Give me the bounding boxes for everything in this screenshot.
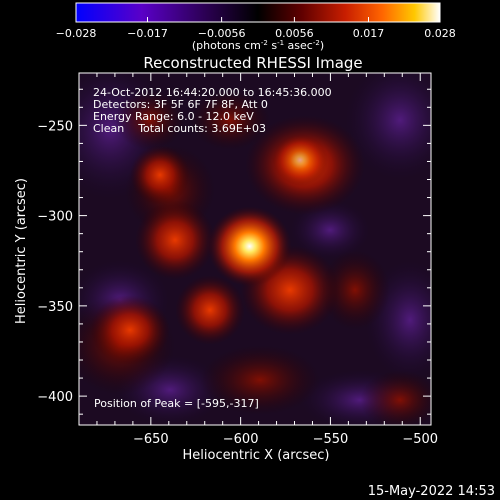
y-tick-label: −250: [37, 119, 73, 134]
observation-info: 24-Oct-2012 16:44:20.000 to 16:45:36.000…: [93, 86, 332, 135]
peak-position-label: Position of Peak = [-595,-317]: [94, 397, 259, 410]
colorbar-tick-label: −0.017: [127, 27, 168, 40]
info-line-counts: Clean Total counts: 3.69E+03: [93, 122, 266, 135]
info-line-time: 24-Oct-2012 16:44:20.000 to 16:45:36.000: [93, 86, 332, 99]
colorbar-ticks: −0.028 −0.017 −0.0056 0.0056 0.017 0.028: [56, 17, 456, 40]
colorbar-tick-label: 0.0056: [275, 27, 314, 40]
x-tick-label: −600: [223, 432, 259, 447]
colorbar-tick-label: 0.017: [353, 27, 385, 40]
info-line-energy: Energy Range: 6.0 - 12.0 keV: [93, 110, 254, 123]
x-axis-label: Heliocentric X (arcsec): [183, 448, 330, 463]
y-tick-label: −350: [37, 300, 73, 315]
x-tick-label: −500: [402, 432, 438, 447]
x-axis: −650 −600 −550 −500: [78, 73, 438, 447]
info-line-detectors: Detectors: 3F 5F 6F 7F 8F, Att 0: [93, 98, 268, 111]
render-timestamp: 15-May-2022 14:53: [368, 484, 495, 499]
x-tick-label: −550: [313, 432, 349, 447]
colorbar-tick-label: −0.028: [56, 27, 97, 40]
plot-title: Reconstructed RHESSI Image: [143, 54, 362, 72]
colorbar-tick-label: 0.028: [424, 27, 456, 40]
colorbar: −0.028 −0.017 −0.0056 0.0056 0.017 0.028 (pho…: [56, 2, 456, 52]
y-axis: −250 −300 −350 −400: [37, 88, 431, 415]
plot-frame: [78, 72, 432, 426]
reconstructed-image: [79, 73, 431, 425]
y-tick-label: −400: [37, 390, 73, 405]
peak-source: [207, 206, 292, 287]
colorbar-tick-label: −0.0056: [198, 27, 246, 40]
colorbar-strip: [75, 2, 441, 23]
x-tick-label: −650: [133, 432, 169, 447]
y-tick-label: −300: [37, 210, 73, 225]
y-axis-label: Heliocentric Y (arcsec): [14, 178, 29, 324]
colorbar-unit-label: (photons cm-2 s-1 asec-2): [192, 39, 324, 52]
